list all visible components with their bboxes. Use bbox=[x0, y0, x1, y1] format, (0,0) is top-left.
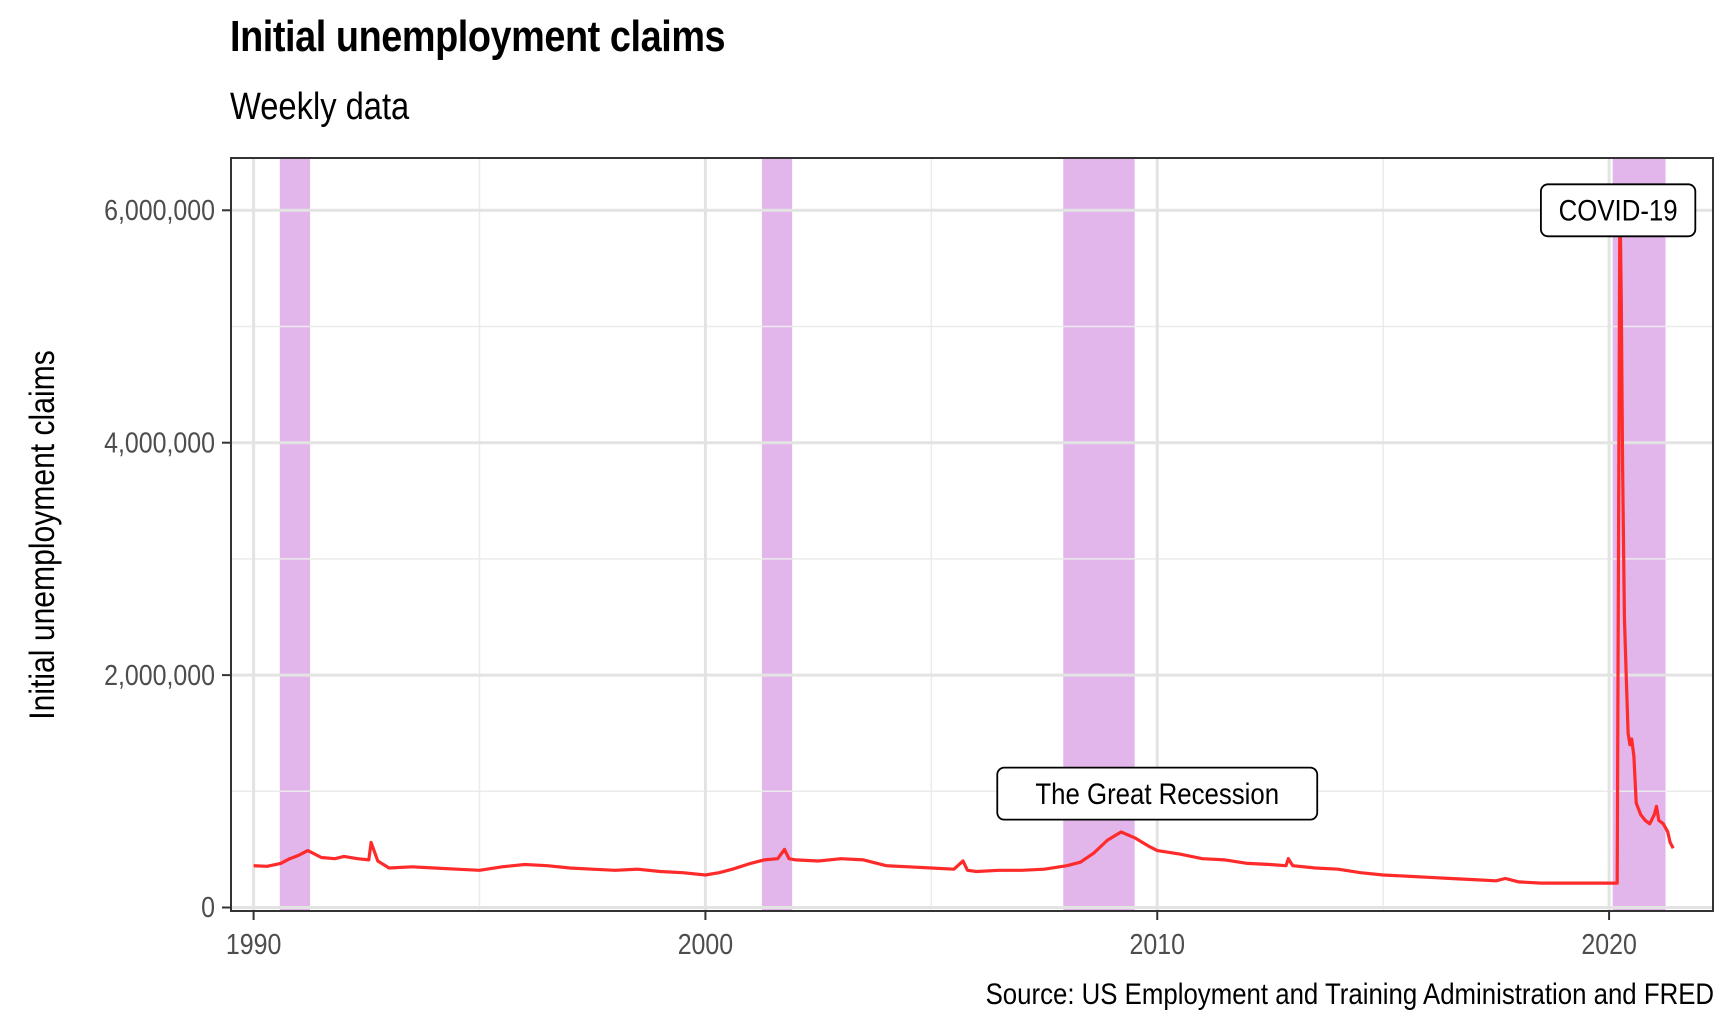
annotation-box bbox=[1540, 183, 1697, 238]
series-line-initial-claims bbox=[253, 191, 1675, 885]
chart-caption: Source: US Employment and Training Admin… bbox=[985, 978, 1714, 1011]
y-tick-label: 0 bbox=[201, 891, 215, 923]
annotation-label: The Great Recession bbox=[996, 766, 1319, 821]
grid-lines bbox=[231, 158, 1713, 911]
annotation-box bbox=[996, 766, 1319, 821]
annotation-label: COVID-19 bbox=[1540, 183, 1697, 238]
chart-title: Initial unemployment claims bbox=[230, 12, 726, 61]
x-tick-label: 2010 bbox=[1130, 928, 1185, 960]
panel-border bbox=[230, 157, 1714, 912]
recession-band bbox=[279, 158, 311, 911]
x-tick-label: 2020 bbox=[1581, 928, 1636, 960]
series-layer bbox=[253, 191, 1675, 885]
y-axis-label: Initial unemployment claims bbox=[22, 350, 62, 720]
y-tick-label: 2,000,000 bbox=[104, 659, 215, 691]
axes: 1990 2000 2010 2020 0 2,000,000 4,000,000 6,000… bbox=[104, 157, 1714, 960]
x-tick-label: 1990 bbox=[226, 928, 281, 960]
annotation-covid-19: COVID-19 bbox=[1559, 194, 1678, 227]
panel-background bbox=[231, 158, 1713, 911]
y-tick-label: 6,000,000 bbox=[104, 194, 215, 226]
plot-panel bbox=[231, 158, 1713, 911]
chart-subtitle: Weekly data bbox=[230, 86, 410, 128]
annotation-great-recession: The Great Recession bbox=[1035, 777, 1279, 810]
annotations: COVID-19 The Great Recession bbox=[996, 183, 1697, 821]
recession-band bbox=[761, 158, 793, 911]
x-tick-label: 2000 bbox=[678, 928, 733, 960]
y-tick-label: 4,000,000 bbox=[104, 427, 215, 459]
